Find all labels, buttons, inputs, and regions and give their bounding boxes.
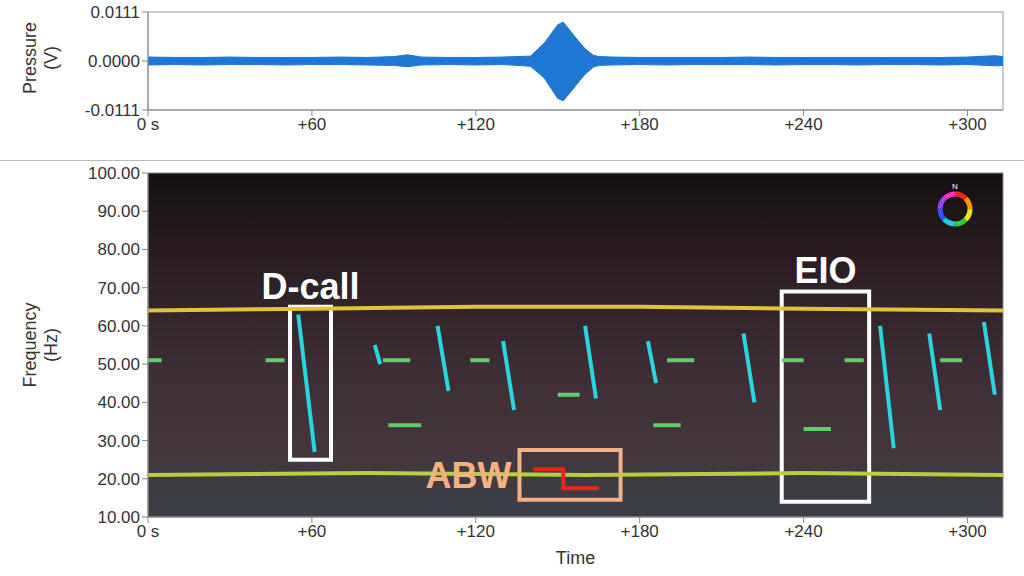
- svg-text:+120: +120: [457, 115, 495, 134]
- svg-text:90.00: 90.00: [97, 202, 140, 221]
- html-text:Frequency: Frequency: [20, 302, 40, 388]
- svg-text:+300: +300: [948, 115, 986, 134]
- svg-text:100.00: 100.00: [88, 164, 140, 183]
- svg-text:+60: +60: [297, 522, 326, 541]
- svg-text:EIO: EIO: [794, 250, 856, 291]
- svg-text:+240: +240: [784, 115, 822, 134]
- svg-text:20.00: 20.00: [97, 470, 140, 489]
- svg-text:+240: +240: [784, 522, 822, 541]
- svg-text:+180: +180: [621, 522, 659, 541]
- svg-text:+120: +120: [457, 522, 495, 541]
- svg-text:+180: +180: [621, 115, 659, 134]
- svg-text:80.00: 80.00: [97, 240, 140, 259]
- svg-text:+60: +60: [297, 115, 326, 134]
- svg-text:N: N: [952, 182, 958, 191]
- svg-text:60.00: 60.00: [97, 317, 140, 336]
- svg-text:D-call: D-call: [262, 266, 360, 307]
- html-text:(Hz): (Hz): [41, 328, 61, 362]
- svg-text:0 s: 0 s: [137, 115, 160, 134]
- svg-text:40.00: 40.00: [97, 393, 140, 412]
- html-text:Time: Time: [555, 548, 596, 568]
- svg-text:+300: +300: [948, 522, 986, 541]
- svg-text:30.00: 30.00: [97, 432, 140, 451]
- svg-text:ABW: ABW: [426, 455, 512, 496]
- html-text:Pressure: Pressure: [20, 22, 40, 94]
- html-text:(V): (V): [41, 46, 61, 70]
- svg-text:50.00: 50.00: [97, 355, 140, 374]
- svg-text:0 s: 0 s: [137, 522, 160, 541]
- svg-text:-0.0111: -0.0111: [85, 101, 140, 120]
- svg-text:70.00: 70.00: [97, 279, 140, 298]
- svg-text:10.00: 10.00: [97, 508, 140, 527]
- svg-text:0.0000: 0.0000: [88, 52, 140, 71]
- svg-text:0.0111: 0.0111: [91, 3, 140, 22]
